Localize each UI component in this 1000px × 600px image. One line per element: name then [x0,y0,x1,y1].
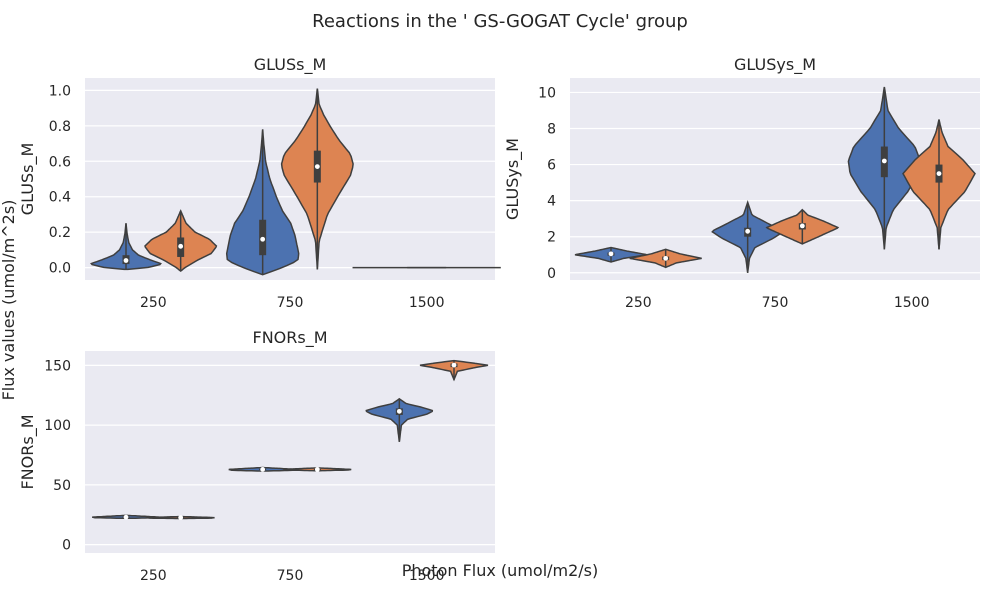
y-tick-label: 6 [547,158,556,174]
y-tick-label: 2 [547,230,556,246]
violin-median-dot [936,171,942,176]
violin-median-dot [799,223,805,229]
chart-panel-glus: 0.0 0.2 0.4 0.6 0.8 1.0 250 750 1500 GLUSs_M GLUSs… [18,55,501,311]
panel-ylabel: FNORs_M [18,414,38,489]
panel-title: FNORs_M [252,328,327,348]
x-tick-label: 250 [140,568,167,584]
panel-ylabel: GLUSys_M [503,138,523,220]
violin-median-dot [314,467,320,472]
figure-ylabel: Flux values (umol/m^2s) [0,200,18,401]
y-tick-label: 0.8 [49,119,71,135]
panel-ylabel: GLUSs_M [18,143,38,216]
y-tick-label: 0 [62,538,71,554]
plot-area [85,351,495,553]
x-tick-label: 250 [625,295,652,311]
figure-xlabel: Photon Flux (umol/m2/s) [402,561,599,580]
figure-title: Reactions in the ' GS-GOGAT Cycle' group [312,11,688,32]
y-tick-label: 0.6 [49,154,71,170]
violin-median-dot [608,251,614,257]
violin-median-dot [178,515,184,521]
violin-median-dot [178,243,184,249]
y-tick-label: 0 [547,266,556,282]
violin-median-dot [123,514,129,520]
y-tick-label: 10 [538,85,556,101]
y-tick-label: 0.4 [49,190,71,206]
violin-median-dot [260,467,266,472]
y-tick-label: 150 [44,358,71,374]
x-tick-label: 250 [140,295,167,311]
y-tick-label: 0.0 [49,261,71,277]
x-tick-label: 750 [277,295,304,311]
chart-panel-fnors: 0 50 100 150 250 750 1500 FNORs_M FNORs_M [18,328,495,584]
violin-median-dot [260,236,266,242]
x-tick-label: 1500 [409,295,445,311]
x-tick-label: 750 [762,295,789,311]
y-tick-label: 4 [547,194,556,210]
x-tick-label: 750 [277,568,304,584]
y-tick-label: 0.2 [49,225,71,241]
y-tick-label: 50 [53,478,71,494]
violin-median-dot [881,158,887,164]
y-tick-label: 100 [44,418,71,434]
y-tick-label: 1.0 [49,83,71,99]
violin-median-dot [396,408,402,414]
violin-median-dot [745,228,751,234]
violin-median-dot [451,362,457,368]
y-tick-label: 8 [547,122,556,138]
violin-median-dot [663,255,669,261]
panel-title: GLUSs_M [254,55,327,75]
violin-median-dot [123,258,129,263]
panel-title: GLUSys_M [734,55,816,75]
x-tick-label: 1500 [894,295,930,311]
violin-median-dot [314,164,320,169]
chart-panel-glusys: 0 2 4 6 8 10 250 750 1500 GLUSys_M GLUSys_M [503,55,980,311]
x-tick-label: 1500 [409,568,445,584]
